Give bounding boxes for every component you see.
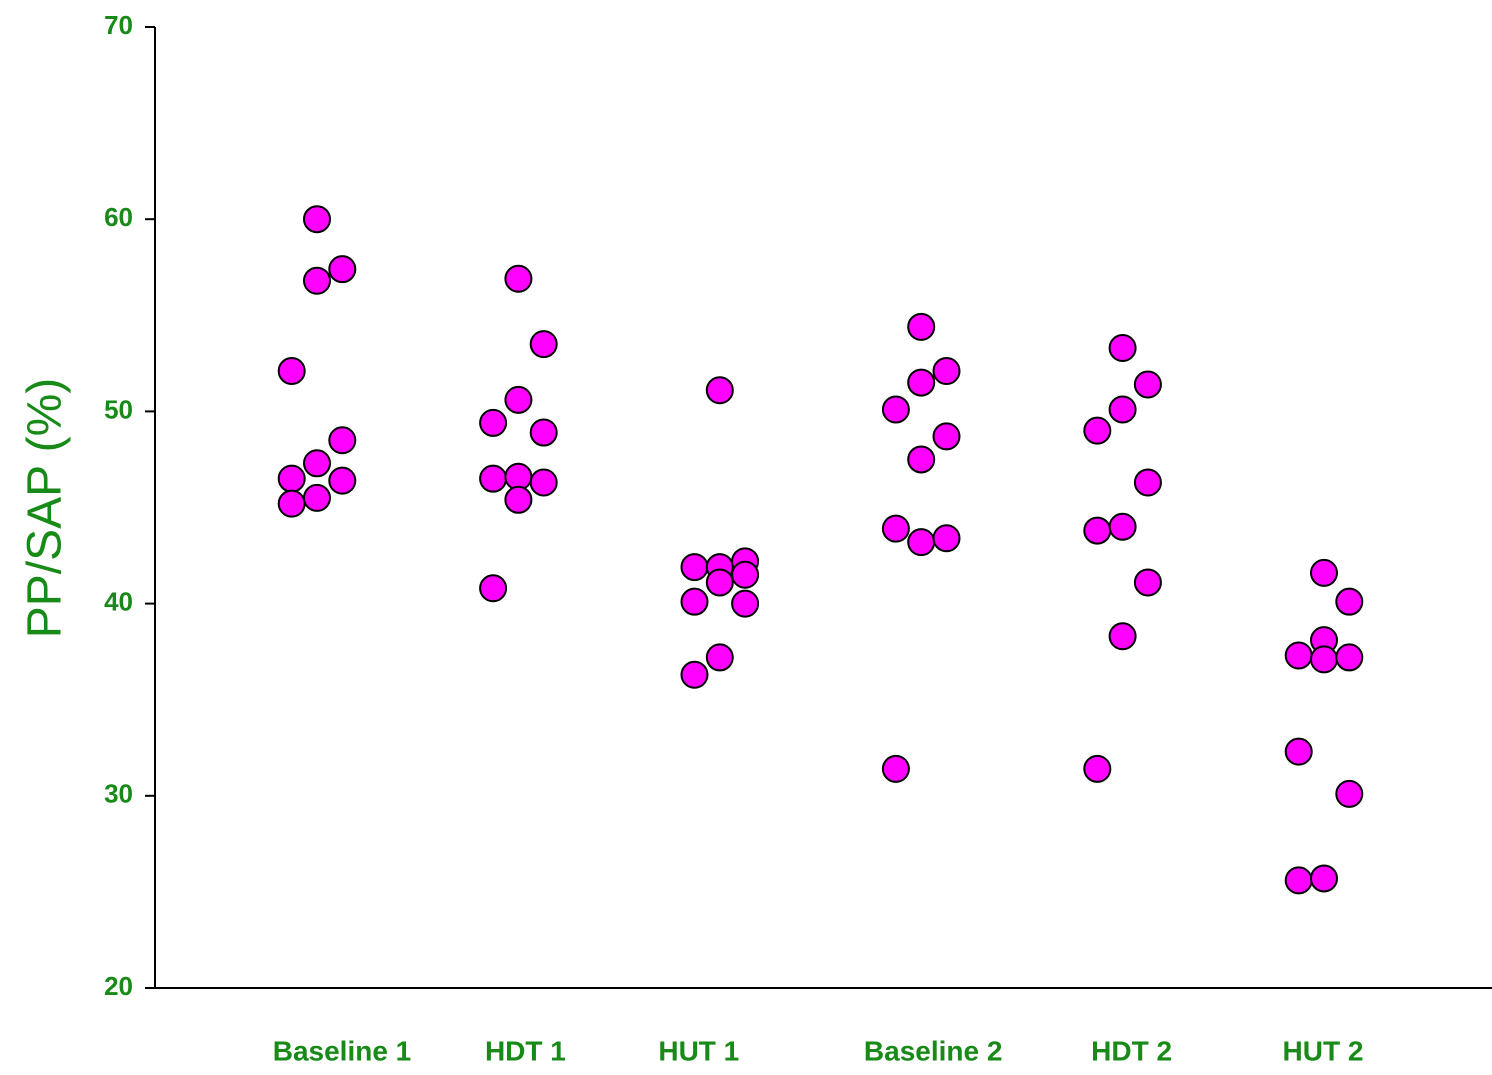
- data-point: [1108, 512, 1137, 541]
- data-point: [277, 357, 306, 386]
- data-point: [328, 466, 357, 495]
- data-point: [1310, 864, 1338, 893]
- x-tick-label: Baseline 1: [273, 1035, 412, 1066]
- x-tick-label: HUT 1: [658, 1035, 739, 1066]
- data-point: [529, 468, 558, 497]
- data-point: [1310, 645, 1338, 674]
- data-point: [731, 560, 760, 589]
- data-point: [1108, 333, 1137, 362]
- data-point: [1083, 516, 1112, 545]
- data-point: [529, 418, 558, 447]
- data-point: [907, 445, 936, 474]
- data-point: [1133, 568, 1162, 597]
- data-point: [504, 485, 533, 514]
- y-tick-label: 70: [104, 10, 133, 40]
- data-point: [1284, 866, 1313, 895]
- data-point: [881, 754, 910, 783]
- data-point: [705, 376, 734, 405]
- y-tick-label: 30: [104, 779, 133, 809]
- data-point: [1284, 737, 1313, 766]
- data-point: [705, 643, 734, 672]
- data-point: [303, 483, 331, 512]
- data-point: [303, 449, 331, 478]
- data-point: [504, 385, 533, 414]
- data-point: [328, 426, 357, 455]
- data-point: [1335, 587, 1364, 616]
- data-point: [277, 464, 306, 493]
- data-point: [529, 330, 558, 359]
- data-point: [705, 568, 734, 597]
- data-point: [1133, 468, 1162, 497]
- data-point: [1284, 641, 1313, 670]
- x-tick-label: HDT 2: [1091, 1035, 1172, 1066]
- data-point: [1108, 622, 1137, 651]
- data-point: [1310, 558, 1338, 587]
- data-point: [907, 528, 936, 557]
- data-point: [1083, 416, 1112, 445]
- data-point: [303, 266, 331, 295]
- data-point: [479, 408, 508, 437]
- data-point: [680, 660, 709, 689]
- y-axis-label: PP/SAP (%): [19, 378, 72, 639]
- data-point: [1335, 779, 1364, 808]
- x-tick-label: Baseline 2: [864, 1035, 1003, 1066]
- x-tick-label: HUT 2: [1283, 1035, 1364, 1066]
- data-point: [907, 312, 936, 341]
- data-point: [932, 357, 961, 386]
- data-point: [328, 255, 357, 284]
- y-tick-label: 40: [104, 586, 133, 616]
- data-point: [932, 524, 961, 553]
- data-point: [907, 368, 936, 397]
- data-point: [932, 422, 961, 451]
- data-point: [731, 589, 760, 618]
- y-tick-label: 50: [104, 394, 133, 424]
- data-point: [1083, 754, 1112, 783]
- data-point: [303, 205, 331, 234]
- data-point: [1133, 370, 1162, 399]
- y-tick-label: 60: [104, 202, 133, 232]
- data-point: [504, 264, 533, 293]
- data-point: [680, 553, 709, 582]
- data-point: [1335, 643, 1364, 672]
- data-point: [479, 464, 508, 493]
- x-tick-label: HDT 1: [485, 1035, 566, 1066]
- data-point: [277, 489, 306, 518]
- data-point: [1108, 395, 1137, 424]
- data-point: [479, 574, 508, 603]
- y-tick-label: 20: [104, 971, 133, 1001]
- data-point: [881, 395, 910, 424]
- data-point: [881, 514, 910, 543]
- data-point: [680, 587, 709, 616]
